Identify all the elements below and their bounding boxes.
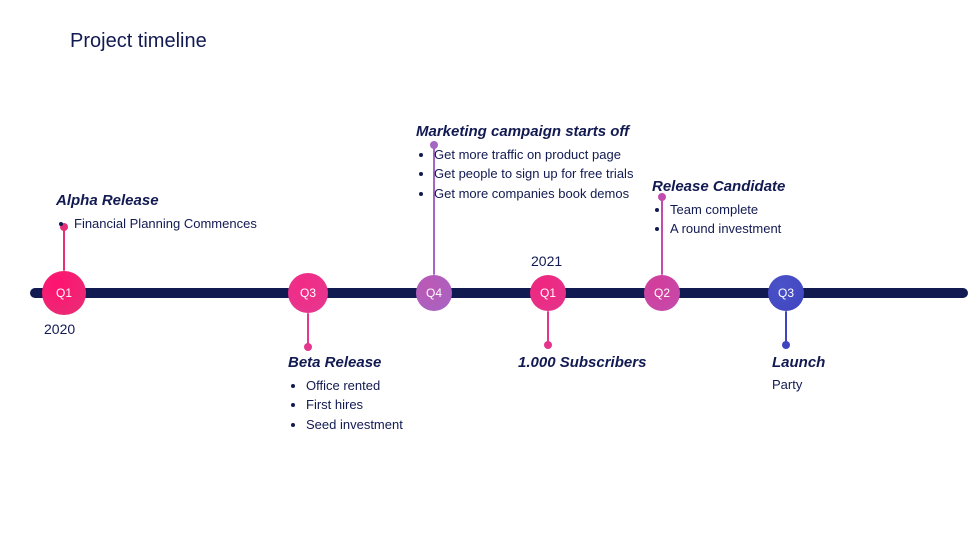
milestone-bullet: A round investment: [670, 220, 832, 238]
connector-dot-beta: [304, 343, 312, 351]
timeline-axis: [30, 288, 968, 298]
year-label-2020: 2020: [44, 321, 75, 337]
milestone-bullet: Financial Planning Commences: [74, 215, 316, 233]
milestone-bullets: Team completeA round investment: [652, 201, 832, 238]
milestone-bullet: Office rented: [306, 377, 458, 395]
milestone-title: 1.000 Subscribers: [518, 354, 688, 373]
timeline-node-q3_2021: Q3: [768, 275, 804, 311]
milestone-title: Marketing campaign starts off: [416, 123, 648, 142]
milestone-bullet: Get more traffic on product page: [434, 146, 648, 164]
milestone-bullet: Get people to sign up for free trials: [434, 165, 648, 183]
milestone-bullet: Team complete: [670, 201, 832, 219]
milestone-subtitle: Party: [772, 377, 892, 392]
connector-launch: [785, 311, 787, 345]
connector-dot-subs: [544, 341, 552, 349]
timeline-node-q2_2021: Q2: [644, 275, 680, 311]
timeline-node-q4_2020: Q4: [416, 275, 452, 311]
milestone-bullets: Get more traffic on product pageGet peop…: [416, 146, 648, 203]
page-title: Project timeline: [70, 30, 207, 53]
timeline-node-q3_2020: Q3: [288, 273, 328, 313]
milestone-beta: Beta Release Office rentedFirst hires Seed…: [288, 354, 458, 435]
milestone-bullet: First hires: [306, 396, 458, 414]
connector-subs: [547, 311, 549, 345]
milestone-subs: 1.000 Subscribers: [518, 354, 688, 377]
year-label-2021: 2021: [531, 253, 562, 269]
milestone-bullets: Office rentedFirst hires Seed investment: [288, 377, 458, 434]
timeline-node-q1_2021: Q1: [530, 275, 566, 311]
milestone-title: Release Candidate: [652, 178, 832, 197]
milestone-title: Launch: [772, 354, 892, 373]
milestone-bullet: Get more companies book demos: [434, 185, 648, 203]
milestone-bullets: Financial Planning Commences: [56, 215, 316, 233]
milestone-bullet: Seed investment: [306, 416, 458, 434]
milestone-rc: Release Candidate Team completeA round in…: [652, 178, 832, 240]
timeline-node-q1_2020: Q1: [42, 271, 86, 315]
connector-beta: [307, 313, 309, 347]
milestone-title: Beta Release: [288, 354, 458, 373]
milestone-alpha: Alpha Release Financial Planning Commence…: [56, 192, 316, 234]
milestone-marketing: Marketing campaign starts off Get more tr…: [416, 123, 648, 204]
milestone-title: Alpha Release: [56, 192, 316, 211]
timeline-stage: Project timeline Q1 2020 Q3 Q4 Q1 2021 Q2 Q3 Al…: [0, 0, 968, 548]
connector-dot-launch: [782, 341, 790, 349]
milestone-launch: Launch Party: [772, 354, 892, 392]
